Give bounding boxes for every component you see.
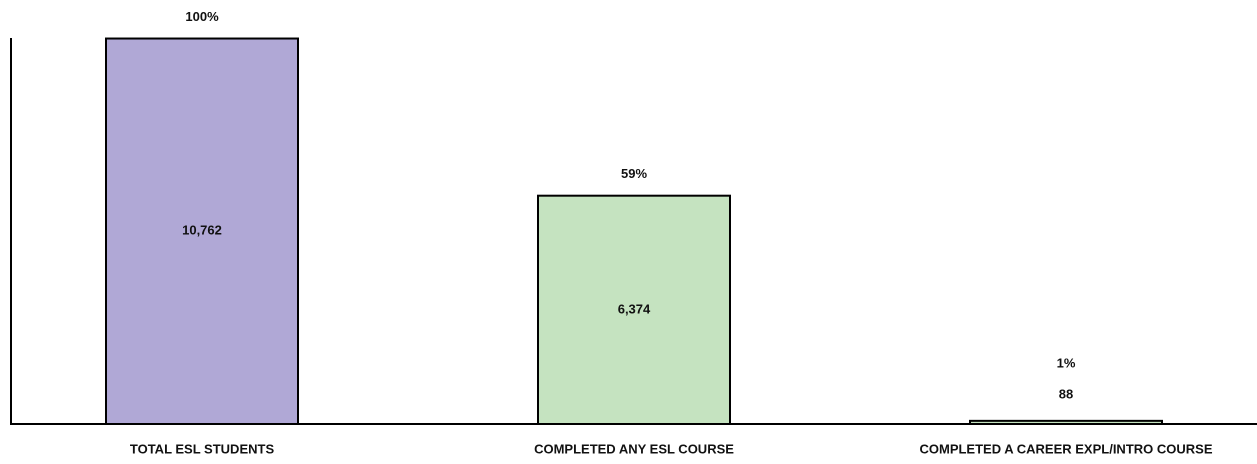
x-tick-label: COMPLETED ANY ESL COURSE: [534, 441, 734, 456]
x-tick-label: COMPLETED A CAREER EXPL/INTRO COURSE: [919, 441, 1212, 456]
bar: [537, 194, 731, 425]
share-label: 100%: [185, 9, 219, 24]
value-label: 10,762: [182, 223, 222, 238]
x-tick-label: TOTAL ESL STUDENTS: [130, 441, 275, 456]
share-label: 1%: [1057, 355, 1076, 370]
value-label: 88: [1059, 386, 1073, 401]
share-label: 59%: [621, 166, 647, 181]
value-label: 6,374: [618, 301, 651, 316]
